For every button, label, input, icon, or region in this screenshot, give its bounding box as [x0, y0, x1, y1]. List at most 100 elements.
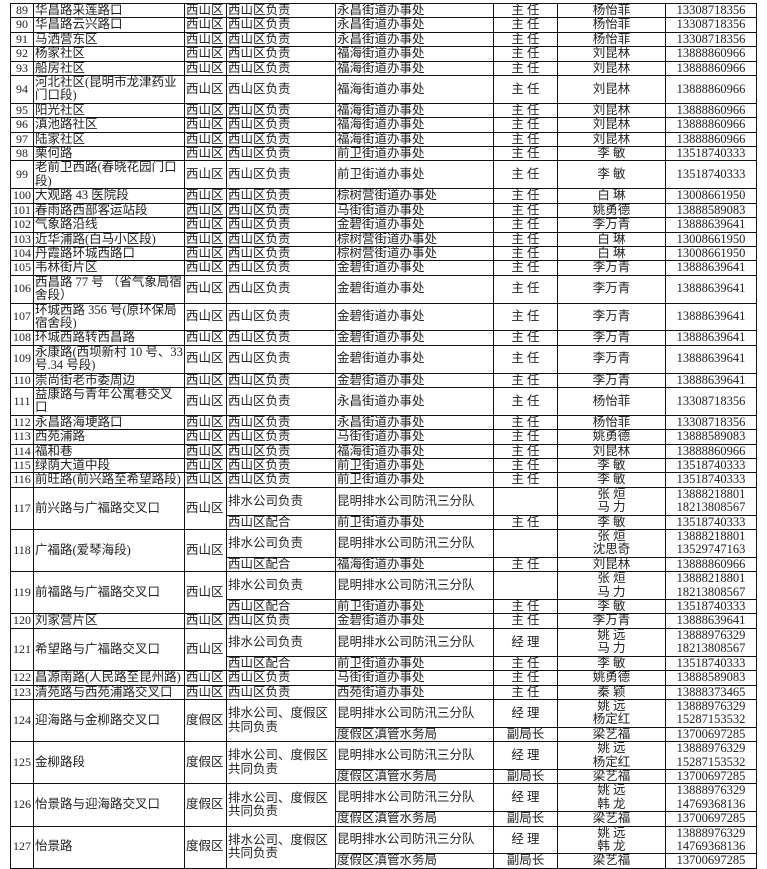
phone-number: 13888639641 [665, 217, 757, 233]
job-title: 主 任 [493, 302, 558, 332]
phone-number: 13888860966 [665, 556, 757, 573]
responsible-unit: 昆明排水公司防汛三分队 [335, 529, 494, 558]
row-number: 91 [10, 31, 34, 48]
row-number: 115 [10, 457, 34, 474]
phone-number: 13888639641 [665, 302, 757, 332]
phone-number: 13888976329 14769368136 [665, 783, 757, 813]
table-row: 90 华昌路云兴路口 西山区 西山区负责 永昌街道办事处主 任 杨怡菲 1330871835… [10, 17, 757, 33]
responsible-unit: 前卫街道办事处 [335, 599, 494, 615]
location-name: 怡景路与迎海路交叉口 [33, 783, 185, 827]
contact-person-line: 姚勇德 [592, 429, 631, 444]
contact-person-line: 姚 远 [597, 699, 626, 713]
contact-person: 李万青 [557, 217, 666, 233]
district: 西山区 [184, 571, 227, 615]
job-title: 主 任 [493, 457, 558, 474]
job-title: 主 任 [493, 472, 558, 488]
table-row: 89 华昌路采莲路口 西山区 西山区负责 永昌街道办事处主 任 杨怡菲 1330871835… [10, 2, 757, 19]
contact-person-line: 李万青 [592, 373, 631, 387]
contact-person-line: 杨怡菲 [592, 32, 631, 46]
table-row: 93 船房社区 西山区 西山区负责 福海街道办事处主 任 刘昆林 13888860966 [10, 60, 757, 77]
contact-person: 李 敏 [557, 146, 666, 162]
job-title: 主 任 [493, 556, 558, 573]
phone-number-line: 13888860966 [676, 557, 746, 571]
row-number: 93 [10, 60, 34, 77]
contact-person: 姚勇德 [557, 429, 666, 445]
responsible-unit: 前卫街道办事处 [335, 160, 494, 190]
location-name: 崇尚街老市委周边 [33, 372, 185, 388]
location-name: 滇池路社区 [33, 117, 185, 133]
phone-number-line: 13888976329 [676, 826, 746, 840]
location-name: 春雨路西部客运站段 [33, 202, 185, 219]
location-name: 绿荫大道中段 [33, 457, 185, 474]
responsible-unit: 昆明排水公司防汛三分队 [335, 741, 494, 770]
phone-number: 13700697285 [665, 853, 757, 869]
responsible-unit: 前卫街道办事处 [335, 655, 494, 672]
contact-person-line: 姚 远 [597, 783, 626, 798]
table-row: 106 西昌路 77 号 （省气象局宿舍段） 西山区 西山区负责 金碧街道办事处主 任 李… [10, 274, 757, 304]
responsibility: 西山区配合 [226, 556, 336, 573]
responsibility: 西山区负责 [226, 330, 336, 346]
contact-person: 梁艺福 [557, 811, 666, 827]
phone-number-line: 13888860966 [676, 103, 746, 117]
table-row: 度假区滇管水务局 副局长 梁艺福 13700697285 [11, 768, 757, 785]
contact-person-line: 杨定红 [592, 754, 631, 769]
contact-person: 刘昆林 [557, 46, 666, 62]
phone-number-line: 13888218801 [676, 529, 746, 544]
row-number: 89 [10, 2, 34, 19]
responsibility: 排水公司负责 [226, 627, 336, 657]
district: 西山区 [184, 160, 227, 190]
table-row: 120 刘家营片区 西山区 西山区负责 金碧街道办事处主 任 李万青 13888639641 [10, 613, 757, 629]
row-number: 90 [10, 17, 34, 33]
phone-number-line: 13888218801 [676, 487, 746, 501]
responsibility: 排水公司负责 [226, 571, 336, 601]
location-name: 永康路(西坝新村 10 号、33 号.34 号段) [33, 344, 185, 374]
job-title: 主 任 [493, 655, 558, 672]
responsible-unit: 度假区滇管水务局 [335, 811, 494, 827]
responsibility: 西山区负责 [226, 75, 336, 104]
row-number: 97 [10, 131, 34, 148]
contact-person: 姚 远马 力 [557, 627, 666, 657]
district: 西山区 [184, 202, 227, 219]
table-row: 111 益康路与青年公寓巷交叉口 西山区 西山区负责 永昌街道办事处主 任 杨怡菲 1330… [10, 386, 757, 416]
phone-number: 13518740333 [665, 514, 757, 531]
contact-person: 李 敏 [557, 457, 666, 474]
phone-number: 13888976329 14769368136 [665, 825, 757, 855]
location-name: 前兴路与广福路交叉口 [33, 486, 185, 531]
location-name: 韦林街片区 [33, 260, 185, 276]
table-row: 西山区配合 前卫街道办事处主 任 李 敏 13518740333 [11, 514, 757, 531]
row-number: 124 [10, 698, 34, 743]
responsible-unit: 金碧街道办事处 [335, 302, 494, 332]
responsibility: 西山区负责 [226, 131, 336, 148]
responsible-unit: 前卫街道办事处 [335, 472, 494, 488]
contact-person: 刘昆林 [557, 102, 666, 119]
responsibility: 排水公司、度假区共同负责 [226, 783, 336, 827]
responsible-unit: 昆明排水公司防汛三分队 [335, 698, 494, 728]
job-title: 副局长 [493, 853, 558, 869]
phone-number-line: 13700697285 [676, 727, 746, 741]
location-name: 河北社区(昆明市龙津药业门口段) [33, 75, 185, 104]
phone-number: 13888639641 [665, 613, 757, 629]
job-title: 主 任 [493, 245, 558, 262]
phone-number-line: 13888639641 [676, 281, 746, 296]
contact-person: 张 烜马 力 [557, 486, 666, 516]
responsible-unit: 福海街道办事处 [335, 46, 494, 62]
row-number: 102 [10, 217, 34, 233]
responsible-unit: 永昌街道办事处 [335, 17, 494, 33]
contact-person-line: 刘昆林 [592, 557, 631, 571]
responsibility: 排水公司负责 [226, 486, 336, 516]
phone-number-line: 13308718356 [676, 415, 746, 429]
row-number: 98 [10, 146, 34, 162]
row-number: 104 [10, 245, 34, 262]
phone-number: 13888860966 [665, 117, 757, 133]
district: 西山区 [184, 131, 227, 148]
job-title [493, 529, 558, 558]
phone-number: 13888218801 18213808567 [665, 571, 757, 601]
table-row: 度假区滇管水务局 副局长 梁艺福 13700697285 [11, 726, 757, 743]
contact-person: 刘昆林 [557, 131, 666, 148]
table-row: 104 丹霞路环城西路口 西山区 西山区负责 棕树营街道办事处主 任 白 琳 1300866… [10, 245, 757, 262]
job-title: 主 任 [493, 60, 558, 77]
responsible-unit: 金碧街道办事处 [335, 260, 494, 276]
contact-person-line: 李万青 [592, 351, 631, 366]
contact-person-line: 姚 远 [597, 741, 626, 756]
contact-person-line: 李 敏 [597, 146, 626, 161]
